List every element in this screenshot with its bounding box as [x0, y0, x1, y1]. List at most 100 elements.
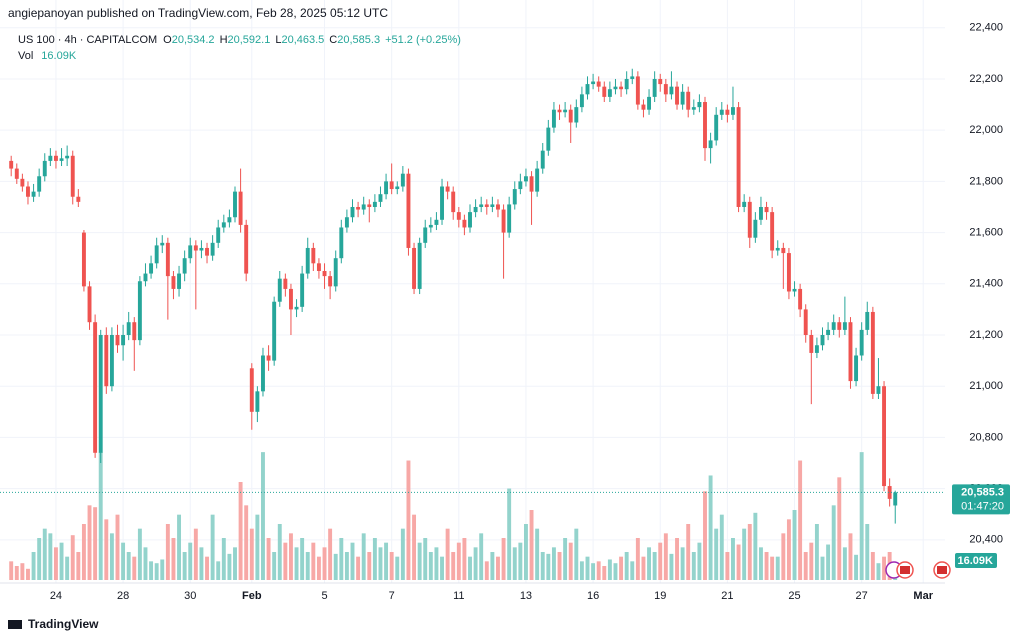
volume-bar — [742, 528, 747, 580]
candle-body — [104, 335, 109, 387]
volume-bar — [697, 542, 702, 580]
candle-body — [193, 245, 198, 251]
volume-bar — [445, 528, 450, 580]
volume-bar — [350, 542, 355, 580]
candle-body — [266, 355, 271, 361]
volume-bar — [523, 524, 528, 580]
candle-body — [395, 186, 400, 190]
volume-bar — [876, 563, 881, 580]
x-tick-label: 25 — [788, 590, 800, 602]
volume-bar — [210, 514, 215, 580]
candle-body — [473, 206, 478, 213]
candle-body — [781, 247, 786, 254]
candle-body — [59, 158, 64, 161]
candle-body — [42, 160, 47, 177]
candle-body — [406, 173, 411, 248]
logo-text: TradingView — [28, 617, 99, 631]
volume-bar — [842, 547, 847, 580]
x-tick-label: 24 — [50, 590, 62, 602]
candle-body — [115, 335, 120, 346]
volume-bar — [417, 542, 422, 580]
volume-bar — [322, 547, 327, 580]
volume-bar — [227, 553, 232, 580]
candle-body — [76, 196, 81, 202]
volume-bar — [753, 512, 758, 580]
volume-bar — [272, 552, 277, 580]
candle-body — [249, 368, 254, 412]
x-tick-label: 30 — [184, 590, 196, 602]
candle-body — [434, 219, 439, 225]
candle-body — [893, 492, 898, 506]
candle-body — [154, 245, 159, 264]
candle-body — [479, 204, 484, 207]
volume-bar — [98, 452, 103, 580]
candle-body — [372, 201, 377, 207]
candle-body — [311, 247, 316, 264]
volume-bar — [854, 554, 859, 580]
candle-body — [14, 168, 19, 179]
volume-bar — [837, 477, 842, 580]
volume-bar — [154, 563, 159, 580]
candle-body — [177, 273, 182, 289]
candle-body — [647, 96, 652, 110]
candle-body — [507, 204, 512, 233]
y-tick-label: 21,000 — [969, 380, 1003, 392]
candle-body — [563, 109, 568, 113]
volume-bar — [300, 538, 305, 580]
volume-bar — [132, 556, 137, 580]
volume-bar — [384, 542, 389, 580]
candle-body — [870, 311, 875, 394]
candle-body — [775, 247, 780, 251]
last-price-box — [952, 484, 1010, 515]
candle-body — [210, 242, 215, 256]
volume-bar — [758, 547, 763, 580]
volume-bar — [591, 563, 596, 580]
candle-body — [48, 155, 53, 161]
volume-bar — [540, 552, 545, 580]
volume-bar — [423, 538, 428, 580]
candle-body — [233, 191, 237, 218]
candle-body — [283, 278, 288, 289]
volume-bar — [233, 547, 237, 580]
candle-body — [356, 206, 361, 210]
candle-body — [831, 322, 836, 330]
candle-body — [859, 329, 864, 356]
candle-body — [165, 242, 170, 277]
candle-body — [288, 288, 293, 310]
volume-bar — [165, 524, 170, 580]
x-tick-label: 16 — [587, 590, 599, 602]
x-tick-label: 28 — [117, 590, 129, 602]
volume-bar — [104, 519, 109, 580]
candle-body — [468, 212, 472, 228]
candle-body — [568, 109, 573, 123]
volume-bar — [691, 552, 696, 580]
candle-body — [31, 191, 36, 197]
candle-body — [652, 78, 657, 97]
candle-body — [361, 204, 366, 210]
volume-bar — [406, 460, 411, 580]
volume-bar — [596, 561, 601, 580]
volume-bar — [484, 561, 489, 580]
volume-bar — [339, 538, 344, 580]
volume-bar — [65, 556, 70, 580]
volume-bar — [613, 563, 618, 580]
volume-bar — [389, 552, 394, 580]
candle-body — [523, 176, 528, 182]
candle-body — [277, 278, 282, 302]
volume-bar — [473, 547, 478, 580]
candle-body — [814, 345, 819, 353]
candle-body — [579, 94, 584, 108]
volume-bar — [708, 475, 713, 580]
volume-bar — [311, 542, 316, 580]
volume-layer — [9, 452, 898, 580]
countdown-label: 01:47:20 — [961, 500, 1004, 512]
last-price-label: 20,585.3 — [961, 486, 1004, 498]
volume-bar — [736, 544, 741, 580]
candle-body — [731, 107, 735, 115]
candle-body — [708, 140, 713, 149]
header-text: angiepanoyan published on TradingView.co… — [8, 6, 388, 20]
volume-bar — [714, 528, 719, 580]
volume-bar — [814, 524, 819, 580]
volume-bar — [607, 559, 612, 580]
volume-bar — [518, 542, 523, 580]
